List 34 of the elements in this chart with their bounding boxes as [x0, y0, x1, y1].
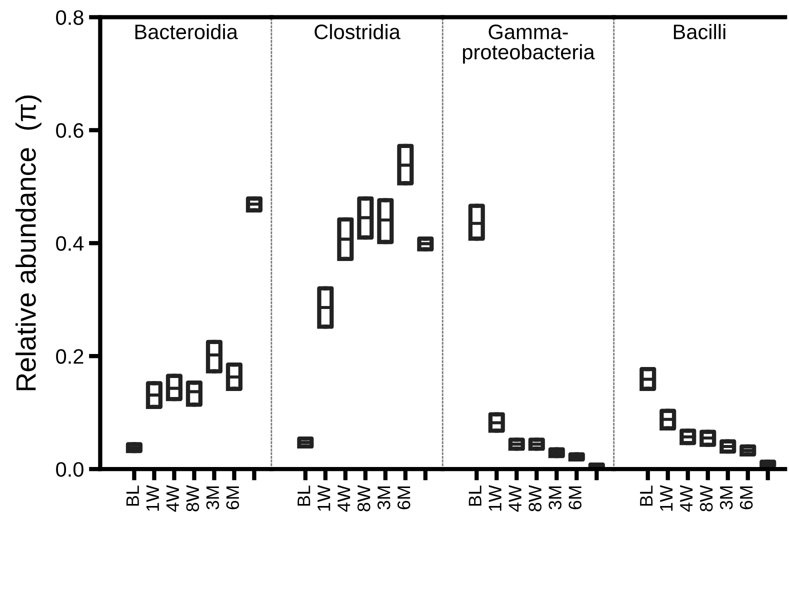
x-tick-label: 6M	[226, 486, 240, 510]
x-tick-label: 1W	[146, 485, 159, 511]
x-tick-label: BL	[640, 486, 653, 506]
x-tick-label: 1W	[318, 485, 330, 511]
x-tick-label: 3M	[720, 486, 733, 510]
x-tick-label: 4W	[508, 485, 522, 512]
x-tick-label: 3M	[377, 486, 390, 510]
chart-title: Bacteroidia	[135, 24, 238, 40]
x-tick-label: 4W	[166, 485, 179, 512]
x-tick-label: 1W	[488, 485, 502, 511]
y-tick-label: 0.0	[56, 462, 84, 477]
x-tick-label: 8W	[528, 485, 542, 512]
text: Gamma- proteobacteria	[462, 24, 595, 64]
chart-title: Bacilli	[674, 24, 726, 40]
x-tick-label: BL	[126, 486, 139, 506]
x-tick-label: 8W	[700, 485, 713, 512]
y-tick-label: 0.8	[56, 10, 84, 25]
x-tick-label: 3M	[206, 486, 220, 510]
y-tick-label: 0.4	[56, 236, 84, 251]
x-tick-label: 4W	[338, 485, 350, 512]
x-tick-label: BL	[298, 486, 310, 506]
x-tick-label: 8W	[186, 485, 200, 512]
y-axis-title: Relative abundance (π)	[15, 96, 42, 390]
x-tick-label: 6M	[568, 486, 582, 510]
x-tick-label: 3M	[548, 486, 562, 510]
x-tick-label: 6M	[740, 486, 753, 510]
x-tick-label: BL	[468, 486, 482, 506]
x-tick-label: 8W	[357, 485, 370, 512]
y-tick-label: 0.6	[56, 123, 84, 138]
y-tick-label: 0.2	[56, 349, 84, 364]
x-tick-label: 6M	[397, 486, 410, 510]
chart-title: Clostridia	[314, 24, 400, 40]
x-tick-label: 4W	[680, 485, 693, 512]
x-tick-label: 1W	[660, 485, 673, 511]
